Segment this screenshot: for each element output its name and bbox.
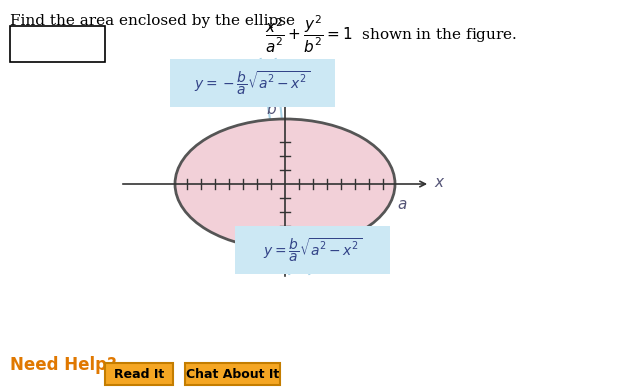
Text: Find the area enclosed by the ellipse: Find the area enclosed by the ellipse — [10, 14, 300, 28]
Text: $y = \dfrac{b}{a}\sqrt{a^2 - x^2}$: $y = \dfrac{b}{a}\sqrt{a^2 - x^2}$ — [263, 236, 362, 264]
FancyBboxPatch shape — [105, 363, 173, 385]
Bar — [10, 26, 105, 62]
Text: $a$: $a$ — [397, 198, 408, 212]
Text: Chat About It: Chat About It — [186, 368, 279, 381]
Text: $y = -\dfrac{b}{a}\sqrt{a^2 - x^2}$: $y = -\dfrac{b}{a}\sqrt{a^2 - x^2}$ — [194, 69, 310, 97]
FancyBboxPatch shape — [185, 363, 280, 385]
Text: Read It: Read It — [114, 368, 164, 381]
Bar — [235, 226, 390, 274]
Text: Need Help?: Need Help? — [10, 356, 117, 374]
Text: $y$: $y$ — [289, 72, 301, 88]
Text: $b$: $b$ — [266, 101, 277, 117]
Text: $\dfrac{x^2}{a^2}+\dfrac{y^2}{b^2} = 1$  shown in the figure.: $\dfrac{x^2}{a^2}+\dfrac{y^2}{b^2} = 1$ … — [265, 14, 517, 55]
Text: $x$: $x$ — [434, 176, 446, 190]
Ellipse shape — [175, 119, 395, 249]
Bar — [170, 59, 335, 107]
